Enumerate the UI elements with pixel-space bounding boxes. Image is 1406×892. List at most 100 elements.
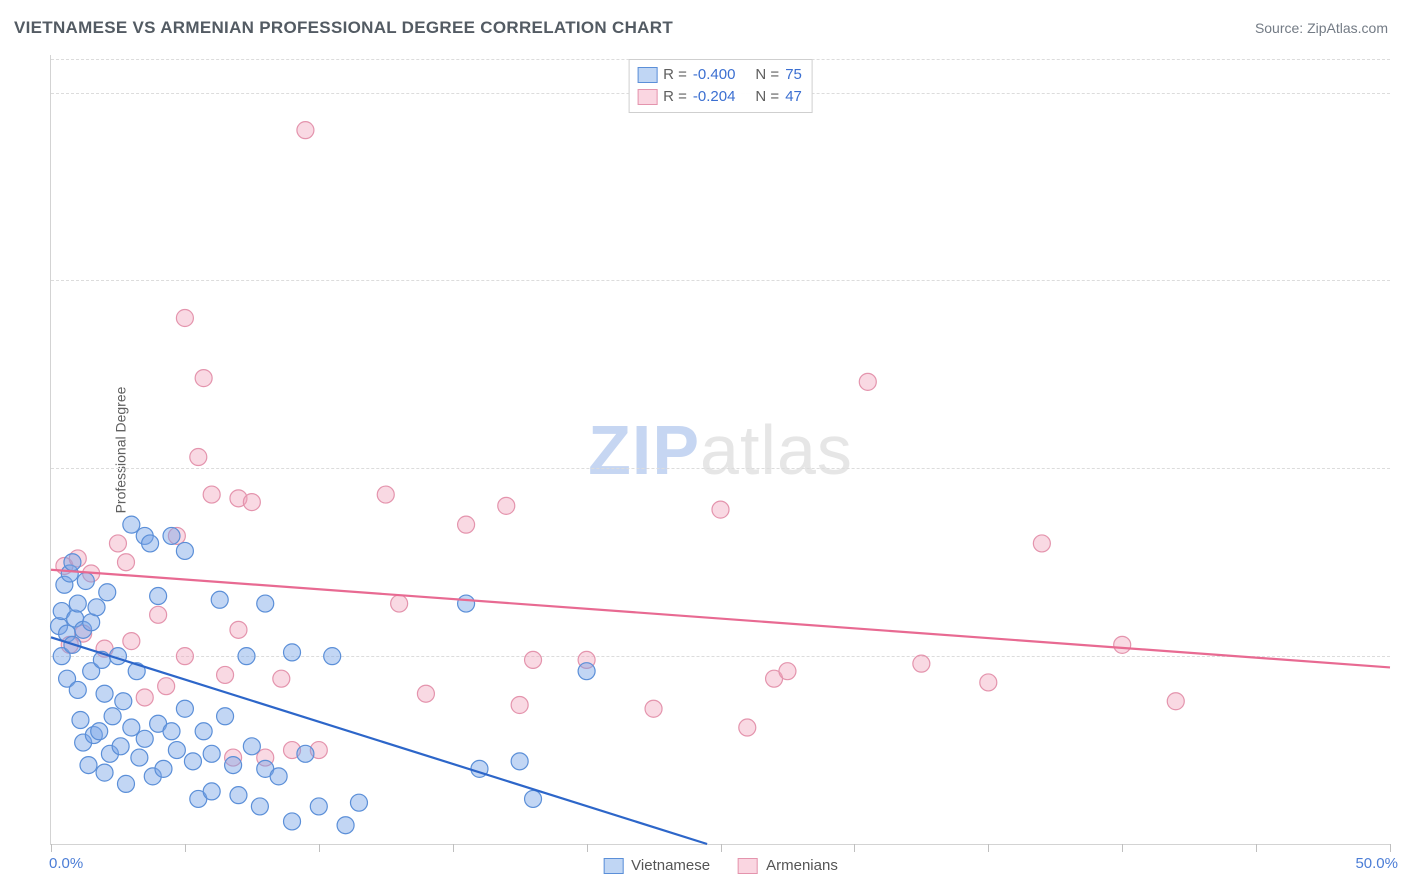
scatter-point: [91, 723, 108, 740]
scatter-point: [257, 595, 274, 612]
xtick: [854, 844, 855, 852]
scatter-point: [136, 689, 153, 706]
scatter-point: [525, 651, 542, 668]
scatter-point: [310, 798, 327, 815]
scatter-point: [190, 449, 207, 466]
scatter-point: [203, 486, 220, 503]
x-origin-label: 0.0%: [49, 855, 83, 872]
series-legend: Vietnamese Armenians: [603, 857, 838, 874]
legend-item-a: Vietnamese: [603, 857, 710, 874]
scatter-point: [498, 497, 515, 514]
scatter-point: [913, 655, 930, 672]
scatter-point: [131, 749, 148, 766]
scatter-point: [158, 678, 175, 695]
scatter-point: [96, 764, 113, 781]
scatter-point: [195, 370, 212, 387]
scatter-point: [99, 584, 116, 601]
scatter-point: [578, 663, 595, 680]
legend-item-b: Armenians: [738, 857, 838, 874]
source-label: Source: ZipAtlas.com: [1255, 20, 1388, 36]
scatter-point: [163, 527, 180, 544]
scatter-point: [176, 542, 193, 559]
scatter-point: [163, 723, 180, 740]
legend-label-a: Vietnamese: [631, 857, 710, 874]
scatter-point: [1114, 636, 1131, 653]
scatter-point: [273, 670, 290, 687]
scatter-point: [104, 708, 121, 725]
scatter-point: [645, 700, 662, 717]
scatter-svg: [51, 55, 1390, 844]
scatter-point: [176, 310, 193, 327]
scatter-point: [69, 595, 86, 612]
scatter-point: [72, 712, 89, 729]
scatter-point: [230, 621, 247, 638]
scatter-point: [297, 122, 314, 139]
scatter-point: [458, 595, 475, 612]
scatter-point: [324, 648, 341, 665]
scatter-point: [225, 757, 242, 774]
ytick-label: 20.0%: [1396, 84, 1406, 101]
xtick: [721, 844, 722, 852]
plot-area: Professional Degree ZIPatlas R = -0.400 …: [50, 55, 1390, 845]
scatter-point: [69, 681, 86, 698]
xtick: [319, 844, 320, 852]
scatter-point: [203, 783, 220, 800]
scatter-point: [168, 742, 185, 759]
ytick-label: 10.0%: [1396, 460, 1406, 477]
scatter-point: [391, 595, 408, 612]
scatter-point: [64, 554, 81, 571]
scatter-point: [150, 588, 167, 605]
scatter-point: [1167, 693, 1184, 710]
legend-label-b: Armenians: [766, 857, 838, 874]
scatter-point: [96, 685, 113, 702]
scatter-point: [80, 757, 97, 774]
xtick: [587, 844, 588, 852]
scatter-point: [739, 719, 756, 736]
legend-swatch-a: [603, 858, 623, 874]
xtick: [988, 844, 989, 852]
scatter-point: [117, 554, 134, 571]
scatter-point: [243, 494, 260, 511]
scatter-point: [511, 696, 528, 713]
scatter-point: [284, 813, 301, 830]
scatter-point: [142, 535, 159, 552]
scatter-point: [117, 775, 134, 792]
scatter-point: [176, 648, 193, 665]
xtick: [1390, 844, 1391, 852]
scatter-point: [217, 708, 234, 725]
scatter-point: [203, 745, 220, 762]
xtick: [51, 844, 52, 852]
scatter-point: [377, 486, 394, 503]
scatter-point: [88, 599, 105, 616]
scatter-point: [123, 633, 140, 650]
scatter-point: [176, 700, 193, 717]
scatter-point: [155, 760, 172, 777]
scatter-point: [217, 666, 234, 683]
xtick: [185, 844, 186, 852]
x-max-label: 50.0%: [1355, 855, 1398, 872]
scatter-point: [238, 648, 255, 665]
chart-title: VIETNAMESE VS ARMENIAN PROFESSIONAL DEGR…: [14, 18, 673, 38]
scatter-point: [511, 753, 528, 770]
scatter-point: [150, 606, 167, 623]
scatter-point: [184, 753, 201, 770]
scatter-point: [243, 738, 260, 755]
scatter-point: [712, 501, 729, 518]
scatter-point: [270, 768, 287, 785]
xtick: [1256, 844, 1257, 852]
scatter-point: [230, 787, 247, 804]
ytick-label: 15.0%: [1396, 272, 1406, 289]
scatter-point: [458, 516, 475, 533]
scatter-point: [195, 723, 212, 740]
scatter-point: [337, 817, 354, 834]
legend-swatch-b: [738, 858, 758, 874]
scatter-point: [211, 591, 228, 608]
scatter-point: [297, 745, 314, 762]
scatter-point: [251, 798, 268, 815]
xtick: [1122, 844, 1123, 852]
scatter-point: [525, 790, 542, 807]
scatter-point: [980, 674, 997, 691]
scatter-point: [779, 663, 796, 680]
scatter-point: [1033, 535, 1050, 552]
scatter-point: [284, 644, 301, 661]
